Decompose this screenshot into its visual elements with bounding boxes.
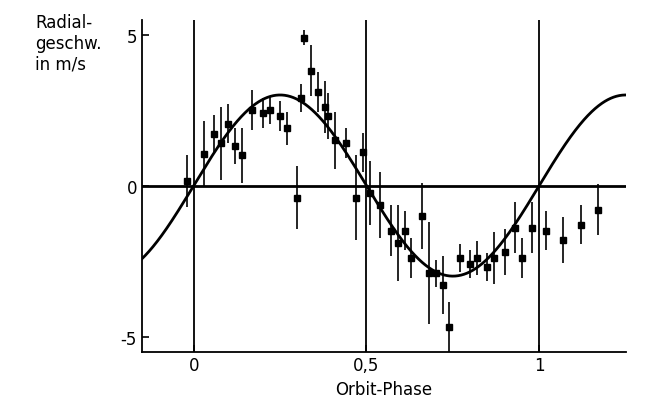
X-axis label: Orbit-Phase: Orbit-Phase: [335, 380, 432, 398]
Y-axis label: Radial-
geschw.
in m/s: Radial- geschw. in m/s: [35, 14, 102, 73]
